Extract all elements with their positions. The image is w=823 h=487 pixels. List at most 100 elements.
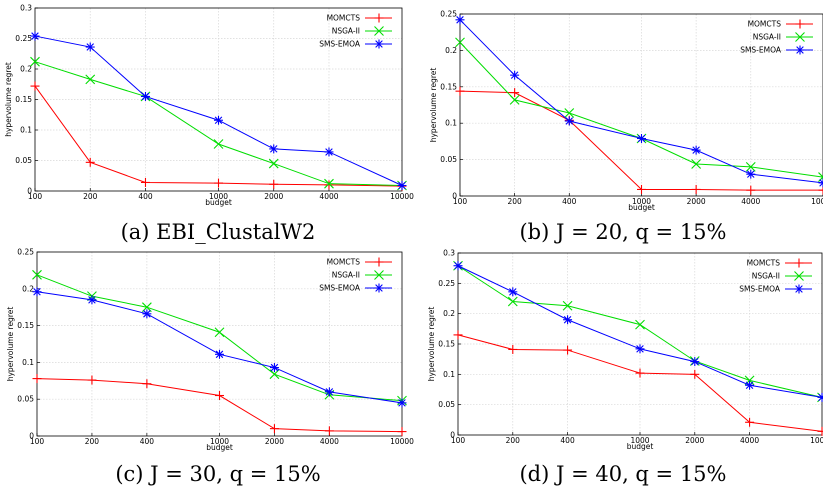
data-point-sms-emoa xyxy=(215,349,224,359)
data-point-sms-emoa-stroke xyxy=(563,315,572,324)
x-tick-label: 2000 xyxy=(687,197,706,206)
x-axis-label: budget xyxy=(627,442,654,451)
x-tick-label: 4000 xyxy=(319,192,338,201)
data-point-sms-emoa-stroke xyxy=(325,148,333,156)
x-tick-label: 200 xyxy=(506,436,521,445)
x-tick-label: 100 xyxy=(30,437,45,446)
legend-marker xyxy=(795,45,805,55)
y-tick-label: 0.25 xyxy=(17,248,34,257)
x-tick-label: 100 xyxy=(451,436,466,445)
data-point-momcts xyxy=(690,369,700,379)
x-tick-label: 4000 xyxy=(320,437,339,446)
data-point-nsga-ii xyxy=(455,37,465,48)
data-point-sms-emoa xyxy=(564,116,574,126)
data-point-momcts xyxy=(818,185,823,195)
y-tick-label: 0.3 xyxy=(443,249,455,258)
data-point-nsga-ii xyxy=(635,319,645,330)
data-point-sms-emoa-stroke xyxy=(636,345,644,353)
legend-label: SMS-EMOA xyxy=(740,46,782,55)
data-point-sms-emoa xyxy=(269,144,279,154)
data-point-nsga-ii xyxy=(214,327,225,338)
data-point-sms-emoa-stroke xyxy=(510,71,519,79)
y-axis-label: hypervolume regret xyxy=(6,307,15,382)
x-tick-label: 100 xyxy=(453,197,468,206)
data-point-nsga-ii xyxy=(213,139,224,149)
y-tick-label: 0.15 xyxy=(440,82,457,91)
data-point-nsga-ii-stroke xyxy=(32,269,42,280)
data-point-momcts xyxy=(32,374,42,384)
legend-label: MOMCTS xyxy=(747,259,781,268)
legend-label: NSGA-II xyxy=(332,27,360,36)
data-point-sms-emoa-stroke xyxy=(215,350,224,359)
y-tick-label: 0 xyxy=(450,431,455,440)
x-tick-label: 1000 xyxy=(630,436,649,445)
data-point-sms-emoa-stroke xyxy=(818,395,823,402)
data-point-sms-emoa xyxy=(508,287,518,297)
caption-d: (d) J = 40, q = 15% xyxy=(519,462,726,486)
data-point-sms-emoa xyxy=(269,363,279,373)
legend-marker xyxy=(374,39,384,49)
legend-marker-stroke xyxy=(794,271,804,281)
data-point-sms-emoa xyxy=(745,380,755,390)
legend-marker xyxy=(795,32,805,42)
data-point-momcts xyxy=(508,344,518,354)
data-point-momcts xyxy=(140,177,150,187)
y-tick-label: 0 xyxy=(29,432,34,441)
series-line-sms-emoa xyxy=(36,291,403,404)
data-point-momcts xyxy=(324,180,334,190)
data-point-sms-emoa xyxy=(324,387,334,397)
y-axis-label: hypervolume regret xyxy=(429,68,438,143)
legend-label: MOMCTS xyxy=(327,258,361,267)
data-point-nsga-ii-stroke xyxy=(30,56,40,67)
data-point-sms-emoa xyxy=(691,145,701,155)
panel-d: 100 200 400 1000 2000 4000 10000 0 0.05 0.1 0.15 0.… xyxy=(427,249,823,486)
x-axis-label: budget xyxy=(628,203,655,212)
data-point-nsga-ii-stroke xyxy=(745,161,756,172)
y-tick-label: 0 xyxy=(27,187,32,196)
legend-marker-stroke xyxy=(374,270,384,280)
y-tick-label: 0.05 xyxy=(15,156,32,165)
panel-b: 100 200 400 1000 2000 4000 10000 0 0.05 0.1 0.15 0.… xyxy=(429,10,823,244)
data-point-sms-emoa xyxy=(32,287,42,297)
x-tick-label: 1000 xyxy=(632,197,651,206)
x-tick-label: 400 xyxy=(562,197,577,206)
data-point-sms-emoa xyxy=(455,15,465,25)
data-point-sms-emoa xyxy=(690,357,700,367)
data-point-nsga-ii-stroke xyxy=(455,37,465,48)
data-point-nsga-ii xyxy=(744,375,755,386)
legend-label: NSGA-II xyxy=(753,33,781,42)
data-point-sms-emoa-stroke xyxy=(270,363,279,372)
data-point-sms-emoa xyxy=(635,344,645,354)
y-tick-label: 0.1 xyxy=(20,126,32,135)
data-point-nsga-ii-stroke xyxy=(562,300,573,311)
data-point-momcts xyxy=(635,368,645,378)
data-point-nsga-ii-stroke xyxy=(564,108,575,118)
y-tick-label: 0 xyxy=(452,192,457,201)
data-point-sms-emoa-stroke xyxy=(88,296,96,304)
data-point-nsga-ii-stroke xyxy=(85,74,96,85)
y-tick-label: 0.2 xyxy=(20,65,32,74)
x-axis-label: budget xyxy=(205,198,232,207)
data-point-nsga-ii-stroke xyxy=(214,327,225,338)
legend-label: MOMCTS xyxy=(327,14,361,23)
data-point-sms-emoa-stroke xyxy=(509,288,517,296)
data-point-momcts xyxy=(142,379,152,389)
data-point-sms-emoa xyxy=(397,181,407,191)
y-tick-label: 0.1 xyxy=(22,358,34,367)
y-tick-label: 0.15 xyxy=(438,340,455,349)
data-point-sms-emoa xyxy=(140,91,150,101)
legend-label: NSGA-II xyxy=(752,272,780,281)
y-tick-label: 0.15 xyxy=(17,321,34,330)
data-point-sms-emoa-stroke xyxy=(819,179,823,184)
data-point-nsga-ii-stroke xyxy=(213,139,224,149)
plot-b: 100 200 400 1000 2000 4000 10000 0 0.05 0.1 0.15 0.… xyxy=(429,10,823,212)
data-point-sms-emoa xyxy=(142,309,152,319)
data-point-nsga-ii xyxy=(507,296,518,307)
data-point-sms-emoa-stroke xyxy=(692,146,700,154)
data-point-sms-emoa xyxy=(746,169,756,179)
legend-marker xyxy=(794,284,804,294)
data-point-sms-emoa-stroke xyxy=(325,388,334,396)
legend-label: NSGA-II xyxy=(332,271,360,280)
data-point-sms-emoa-stroke xyxy=(141,92,150,101)
data-point-sms-emoa xyxy=(818,178,823,188)
